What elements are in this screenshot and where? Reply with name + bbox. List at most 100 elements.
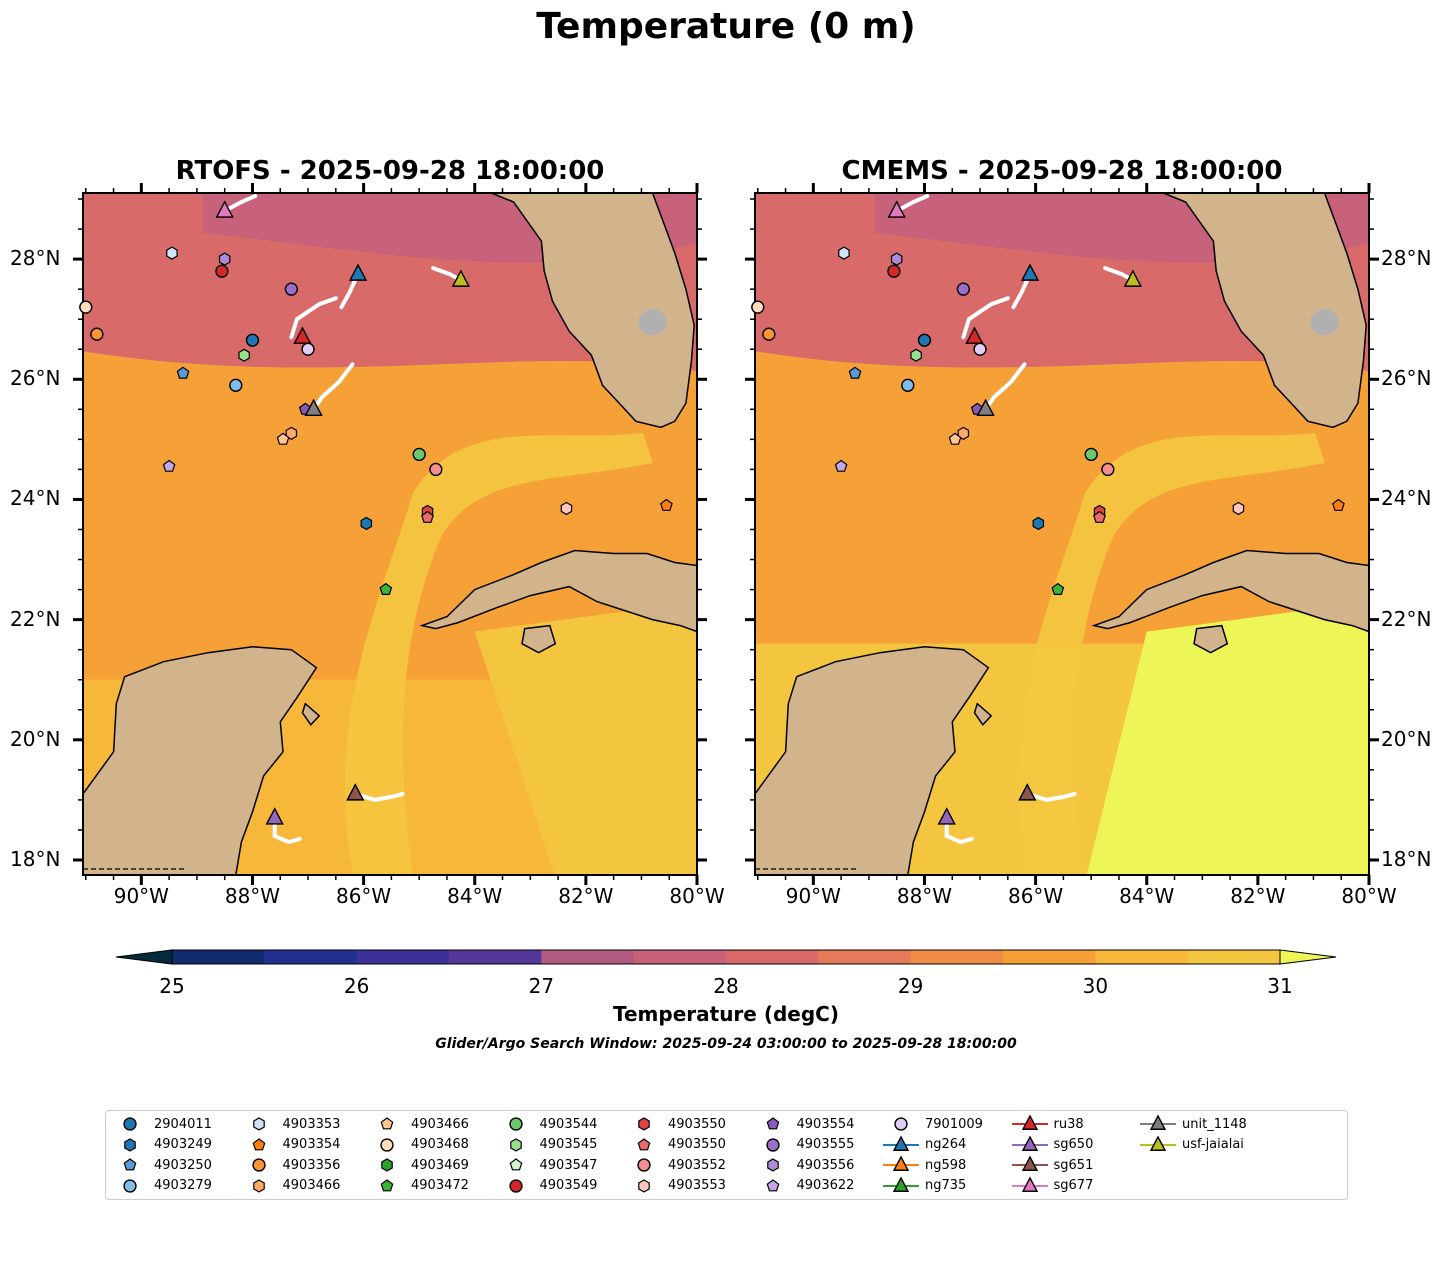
argo-float-marker[interactable] (176, 366, 190, 379)
legend-marker[interactable] (637, 1158, 651, 1172)
legend-item: usf-jaialai (1138, 1134, 1244, 1155)
legend-marker[interactable] (123, 1178, 137, 1193)
colorbar (115, 949, 1337, 965)
legend-marker[interactable] (765, 1137, 780, 1152)
colorbar-tick: 28 (713, 974, 739, 998)
argo-float-marker[interactable] (421, 510, 434, 523)
legend-marker[interactable] (1149, 1114, 1167, 1130)
argo-float-marker[interactable] (79, 300, 93, 314)
legend-marker[interactable] (892, 1155, 910, 1171)
legend-marker[interactable] (892, 1134, 910, 1151)
legend-marker[interactable] (1021, 1134, 1038, 1151)
glider-marker[interactable] (346, 783, 365, 801)
colorbar-segment (633, 950, 727, 964)
temperature-field (83, 193, 697, 875)
legend-marker-icon (381, 1158, 393, 1172)
argo-float-marker[interactable] (166, 246, 178, 260)
legend-label: 4903354 (282, 1137, 341, 1152)
legend-item: 4903555 (753, 1135, 854, 1155)
legend-marker[interactable] (509, 1158, 522, 1171)
argo-float-marker[interactable] (285, 426, 298, 440)
legend-marker[interactable] (380, 1117, 394, 1130)
map-panel-rtofs[interactable] (0, 0, 1452, 930)
legend-marker[interactable] (381, 1158, 393, 1172)
argo-float-marker[interactable] (229, 378, 243, 392)
legend-marker[interactable] (1021, 1175, 1038, 1192)
legend-marker-icon (123, 1117, 137, 1131)
argo-float-marker[interactable] (284, 282, 299, 296)
lat-tick-label-left: 28°N (10, 246, 61, 271)
colorbar-segment (541, 950, 635, 964)
glider-marker[interactable] (348, 263, 368, 281)
legend-marker[interactable] (1021, 1155, 1038, 1171)
land-mass (419, 549, 697, 633)
glider-marker[interactable] (304, 398, 323, 417)
lat-tick-label-right: 22°N (1381, 606, 1432, 631)
argo-float-marker[interactable] (218, 252, 231, 266)
legend-marker-icon (123, 1178, 137, 1193)
legend-marker[interactable] (638, 1178, 650, 1193)
argo-float-marker[interactable] (238, 348, 250, 362)
argo-float-marker[interactable] (360, 516, 373, 531)
glider-track (353, 791, 405, 802)
argo-float-marker[interactable] (162, 459, 176, 472)
legend-marker[interactable] (766, 1117, 779, 1130)
legend-item: 4903547 (496, 1155, 598, 1175)
glider-marker[interactable] (265, 807, 284, 825)
argo-float-marker[interactable] (215, 264, 229, 278)
legend-marker[interactable] (251, 1158, 266, 1172)
legend-marker[interactable] (252, 1178, 265, 1193)
legend-marker-icon (1140, 1114, 1176, 1130)
argo-float-marker[interactable] (379, 582, 393, 596)
legend-marker[interactable] (380, 1137, 394, 1152)
argo-float-marker[interactable] (276, 432, 290, 445)
legend-marker[interactable] (1149, 1134, 1167, 1151)
legend-marker[interactable] (892, 1175, 910, 1192)
legend-marker[interactable] (123, 1117, 137, 1131)
legend-item: 4903550 (624, 1135, 726, 1155)
legend-item: 4903249 (110, 1135, 212, 1155)
legend-label: sg677 (1053, 1178, 1094, 1193)
legend-marker[interactable] (638, 1117, 650, 1131)
legend-marker[interactable] (766, 1178, 779, 1191)
argo-float-marker[interactable] (429, 462, 443, 477)
legend-marker[interactable] (637, 1137, 651, 1150)
legend-marker[interactable] (252, 1137, 265, 1150)
legend-label: 4903547 (539, 1157, 598, 1173)
lon-tick-label: 88°W (896, 884, 953, 908)
glider-marker[interactable] (215, 200, 234, 218)
argo-float-marker[interactable] (90, 327, 104, 341)
legend-marker[interactable] (509, 1137, 522, 1152)
legend-marker-icon (766, 1158, 779, 1172)
legend-label: 4903622 (796, 1178, 855, 1193)
glider-marker[interactable] (293, 326, 312, 344)
legend-marker[interactable] (380, 1178, 394, 1191)
legend-label: ng264 (925, 1137, 967, 1152)
legend-marker-icon (883, 1134, 919, 1151)
legend-marker[interactable] (766, 1158, 779, 1172)
figure-title: Temperature (0 m) (536, 6, 916, 47)
argo-float-marker[interactable] (412, 447, 426, 462)
legend-marker[interactable] (508, 1178, 523, 1193)
legend-item: ng598 (881, 1155, 966, 1175)
argo-float-marker[interactable] (660, 498, 673, 511)
panel-title-rtofs: RTOFS - 2025-09-28 18:00:00 (175, 156, 605, 186)
legend-marker[interactable] (123, 1158, 137, 1171)
legend-marker[interactable] (252, 1117, 265, 1131)
legend-marker-icon (252, 1137, 265, 1150)
legend-marker[interactable] (894, 1117, 908, 1131)
legend-label: 4903466 (411, 1116, 469, 1132)
argo-float-marker[interactable] (560, 501, 573, 516)
glider-marker[interactable] (451, 269, 471, 287)
legend-marker[interactable] (1021, 1114, 1038, 1130)
legend-marker-icon (508, 1178, 523, 1193)
legend-marker[interactable] (508, 1117, 523, 1131)
legend-marker-icon (509, 1137, 522, 1152)
legend-marker[interactable] (124, 1137, 136, 1152)
lat-tick-label-right: 24°N (1381, 486, 1432, 511)
argo-float-marker[interactable] (245, 333, 260, 347)
legend-label: 4903250 (154, 1157, 212, 1173)
lat-tick-label-right: 26°N (1381, 366, 1432, 391)
argo-float-marker[interactable] (301, 342, 315, 356)
legend-marker-icon (637, 1137, 651, 1150)
